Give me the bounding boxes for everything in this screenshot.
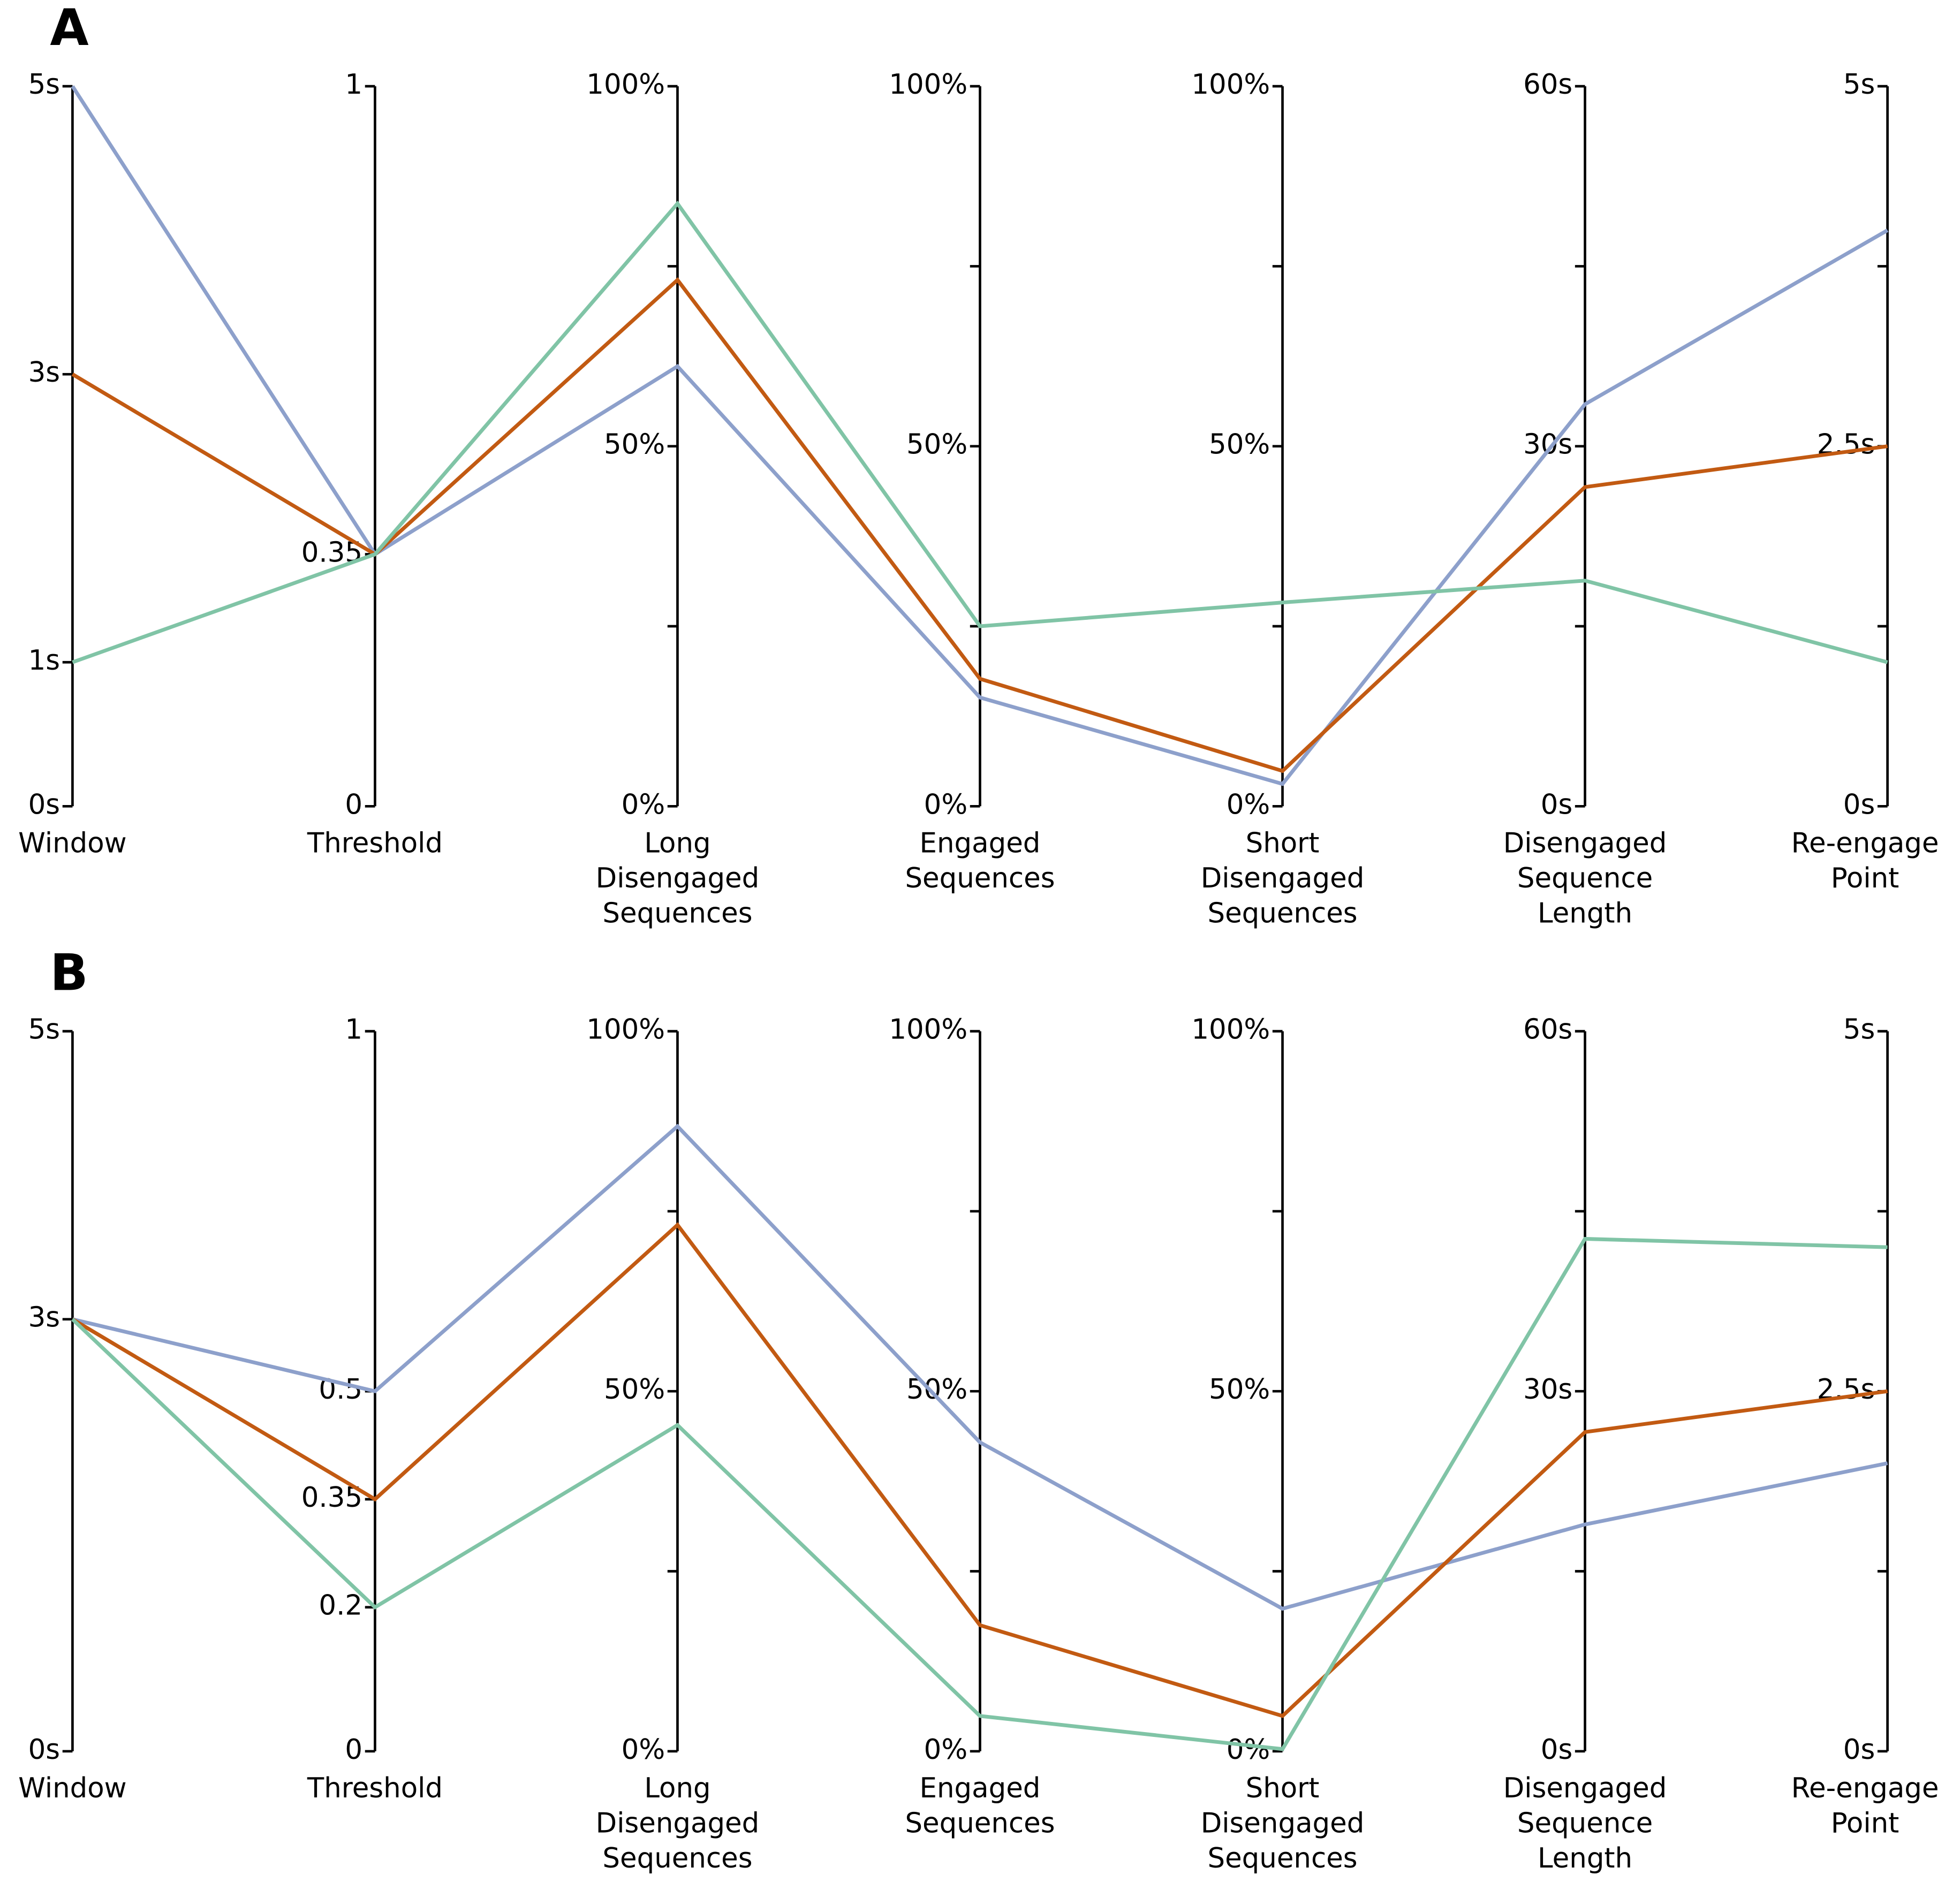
tick-label: 100% [586,69,665,101]
tick-label: 0.2 [319,1590,362,1622]
axis-label: Long [644,1772,710,1804]
axis-label: Short [1246,828,1320,860]
tick-label: 0s [28,788,60,821]
tick-label: 5s [1843,1014,1875,1046]
axis-label: Re-engage [1791,828,1939,860]
axis-label: Window [18,1772,126,1804]
axis-label: Length [1538,897,1632,929]
tick-label: 30s [1523,1373,1572,1406]
tick-label: 0% [622,1734,665,1766]
series-line [72,200,1888,664]
tick-label: 0% [622,788,665,821]
axis-label: Sequences [1207,1842,1357,1874]
tick-label: 0% [1227,788,1270,821]
tick-label: 0% [1227,1734,1270,1766]
panel-label: B [50,944,88,1002]
series-line [72,1124,1888,1611]
tick-label: 60s [1523,69,1572,101]
axis-label: Short [1246,1772,1320,1804]
tick-label: 50% [906,429,967,461]
axis-label: Disengaged [596,1808,760,1840]
axis-label: Disengaged [1201,1808,1365,1840]
axis-label: Engaged [920,828,1041,860]
axis-label: Threshold [307,1772,443,1804]
tick-label: 100% [1191,69,1270,101]
axis-label: Sequences [905,862,1055,894]
axis-label: Disengaged [596,862,760,894]
panel-label: A [50,0,88,57]
tick-label: 3s [28,1302,60,1334]
tick-label: 0 [345,788,362,821]
tick-label: 50% [906,1373,967,1406]
axis-label: Engaged [920,1772,1041,1804]
tick-label: 0s [1843,788,1875,821]
tick-label: 0% [924,788,967,821]
axis-label: Re-engage [1791,1772,1939,1804]
tick-label: 1s [28,644,60,677]
tick-label: 60s [1523,1014,1572,1046]
tick-label: 5s [28,1014,60,1046]
tick-label: 30s [1523,429,1572,461]
tick-label: 0s [28,1734,60,1766]
axis-label: Point [1831,1808,1900,1840]
tick-label: 0s [1541,788,1572,821]
axis-label: Sequence [1517,862,1653,894]
axis-label: Disengaged [1503,1772,1667,1804]
tick-label: 5s [28,69,60,101]
axis-label: Point [1831,862,1900,894]
tick-label: 1 [345,69,362,101]
tick-label: 50% [604,1373,665,1406]
axis-label: Threshold [307,828,443,860]
tick-label: 100% [889,69,967,101]
tick-label: 0s [1541,1734,1572,1766]
series-line [71,1222,1888,1718]
axis-label: Disengaged [1503,828,1667,860]
tick-label: 0 [345,1734,362,1766]
axis-label: Sequences [905,1808,1055,1840]
tick-label: 1 [345,1014,362,1046]
tick-label: 5s [1843,69,1875,101]
tick-label: 50% [604,429,665,461]
tick-label: 50% [1209,429,1270,461]
axis-label: Sequences [1207,897,1357,929]
tick-label: 50% [1209,1373,1270,1406]
axis-label: Sequences [602,897,752,929]
tick-label: 100% [1191,1014,1270,1046]
axis-label: Length [1538,1842,1632,1874]
axis-label: Sequences [602,1842,752,1874]
axis-label: Window [18,828,126,860]
tick-label: 100% [889,1014,967,1046]
tick-label: 100% [586,1014,665,1046]
axis-label: Long [644,828,710,860]
tick-label: 0% [924,1734,967,1766]
axis-label: Disengaged [1201,862,1365,894]
tick-label: 0s [1843,1734,1875,1766]
series-line [71,1236,1888,1751]
axis-label: Sequence [1517,1808,1653,1840]
tick-label: 3s [28,356,60,389]
